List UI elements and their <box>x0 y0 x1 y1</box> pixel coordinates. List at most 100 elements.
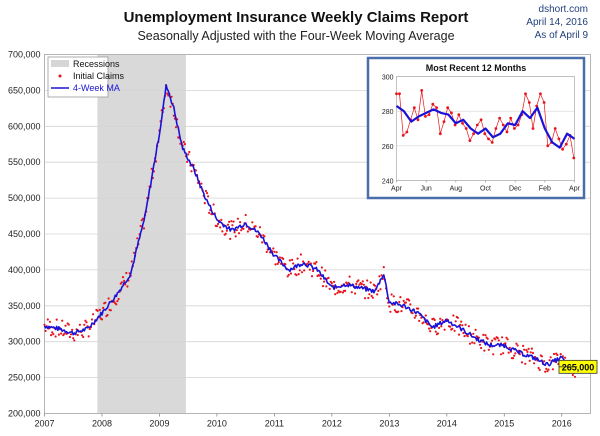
inset-claim-point <box>501 123 505 127</box>
inset-claim-point <box>557 137 561 141</box>
initial-claims-point <box>552 352 556 356</box>
initial-claims-point <box>506 338 509 341</box>
initial-claims-point <box>328 287 331 290</box>
initial-claims-point <box>207 195 210 198</box>
inset-claim-point <box>431 102 435 106</box>
initial-claims-point <box>276 262 279 265</box>
initial-claims-point <box>232 220 235 223</box>
initial-claims-point <box>275 251 278 254</box>
initial-claims-point <box>85 321 88 324</box>
initial-claims-point <box>543 360 546 363</box>
initial-claims-point <box>388 305 391 308</box>
initial-claims-point <box>277 261 280 264</box>
initial-claims-point <box>71 328 74 331</box>
inset-claim-point <box>472 132 475 136</box>
inset-claim-point <box>450 111 453 115</box>
inset-claim-point <box>524 92 527 96</box>
initial-claims-point <box>324 269 327 272</box>
initial-claims-point <box>237 232 241 235</box>
initial-claims-point <box>224 232 227 235</box>
initial-claims-point <box>492 353 495 356</box>
y-tick-label: 700,000 <box>8 50 41 60</box>
initial-claims-point <box>295 274 298 277</box>
initial-claims-point <box>321 285 325 288</box>
initial-claims-point <box>505 336 508 339</box>
initial-claims-point <box>231 224 234 227</box>
initial-claims-point <box>370 294 373 298</box>
initial-claims-point <box>287 273 290 276</box>
initial-claims-point <box>368 293 371 296</box>
inset-claim-point <box>561 147 564 151</box>
initial-claims-point <box>117 297 120 301</box>
initial-claims-point <box>504 342 507 345</box>
inset-claim-point <box>401 134 405 137</box>
initial-claims-point <box>547 368 550 371</box>
inset-x-tick-label: Apr <box>569 186 581 193</box>
initial-claims-point <box>464 323 467 326</box>
initial-claims-point <box>422 321 425 324</box>
initial-claims-point <box>514 352 517 355</box>
inset-claim-point <box>442 120 446 123</box>
initial-claims-point <box>389 310 392 313</box>
initial-claims-point <box>166 92 169 95</box>
initial-claims-point <box>142 227 146 230</box>
inset-claim-point <box>553 127 557 130</box>
main-y-axis-ticks: 200,000 250,000 300,000 350,000 400,000 450,0… <box>8 50 41 419</box>
initial-claims-point <box>400 310 403 313</box>
y-tick-label: 450,000 <box>8 229 41 239</box>
initial-claims-point <box>408 299 411 302</box>
initial-claims-point <box>545 367 548 370</box>
inset-claim-point <box>435 106 438 110</box>
initial-claims-point <box>323 280 326 283</box>
initial-claims-point <box>54 335 57 338</box>
initial-claims-point <box>540 355 544 358</box>
initial-claims-point <box>524 362 527 365</box>
initial-claims-point <box>414 314 417 317</box>
initial-claims-point <box>239 221 242 224</box>
inset-x-tick-label: Apr <box>391 186 403 193</box>
initial-claims-point <box>497 339 500 342</box>
initial-claims-point <box>564 356 567 359</box>
initial-claims-point <box>474 328 477 331</box>
inset-claim-point <box>516 123 520 127</box>
initial-claims-point <box>302 260 305 263</box>
initial-claims-point <box>548 359 551 362</box>
initial-claims-point <box>380 274 383 277</box>
initial-claims-point <box>100 318 104 321</box>
initial-claims-point <box>330 282 333 285</box>
initial-claims-point <box>174 126 178 129</box>
initial-claims-point <box>87 335 90 338</box>
initial-claims-point <box>533 362 536 365</box>
inset-claim-point <box>479 118 483 122</box>
y-tick-label: 200,000 <box>8 409 41 419</box>
legend-recession-swatch <box>51 60 69 67</box>
callout-text: 265,000 <box>562 362 595 372</box>
initial-claims-point <box>544 370 547 373</box>
initial-claims-point <box>221 230 224 233</box>
initial-claims-point <box>254 225 257 228</box>
initial-claims-point <box>296 257 299 260</box>
x-tick-label: 2015 <box>494 419 514 429</box>
initial-claims-point <box>60 332 63 335</box>
legend-claims-label: Initial Claims <box>73 71 125 81</box>
initial-claims-point <box>523 348 526 351</box>
initial-claims-point <box>339 290 342 293</box>
legend-ma-label: 4-Week MA <box>73 83 120 93</box>
initial-claims-point <box>508 346 511 349</box>
inset-x-tick-label: Dec <box>509 186 522 193</box>
initial-claims-point <box>230 220 233 223</box>
initial-claims-point <box>246 230 249 233</box>
initial-claims-point <box>418 319 421 322</box>
inset-claim-point <box>405 130 409 134</box>
initial-claims-point <box>298 269 301 272</box>
initial-claims-point <box>286 275 289 278</box>
initial-claims-point <box>116 300 119 303</box>
initial-claims-point <box>315 260 318 264</box>
initial-claims-point <box>63 332 66 335</box>
inset-claim-point <box>420 89 424 92</box>
initial-claims-point <box>451 327 454 330</box>
initial-claims-point <box>289 272 293 275</box>
initial-claims-point <box>411 312 414 315</box>
inset-claim-point <box>438 132 442 136</box>
